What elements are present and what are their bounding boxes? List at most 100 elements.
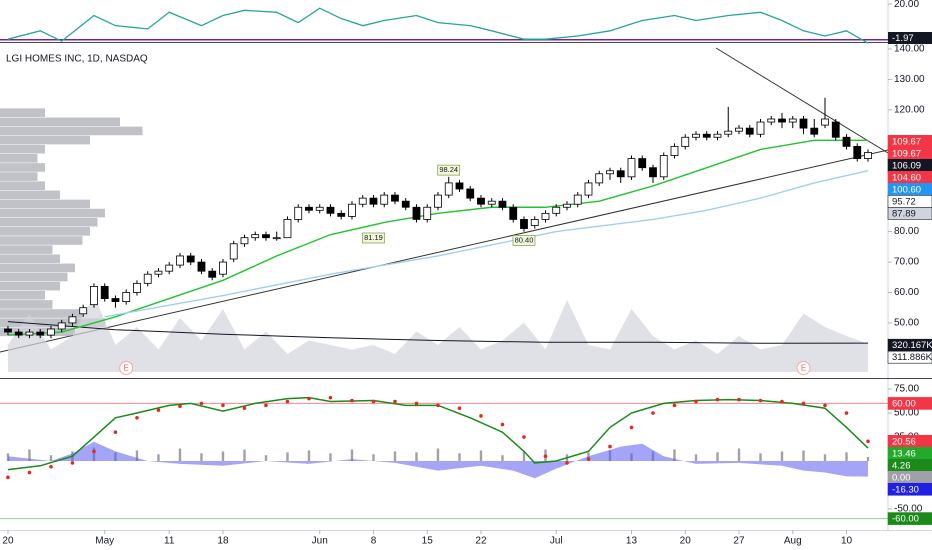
price-badge-label: 95.72 [892, 196, 916, 207]
price-badge-label: -16.30 [892, 484, 919, 495]
volume-profile-bar [0, 108, 45, 117]
signal-dot [565, 461, 569, 465]
volume-profile-bar [0, 309, 83, 318]
volume-profile-bar [0, 117, 120, 127]
candle-body [444, 182, 453, 196]
y-tick-label: 50.00 [894, 318, 919, 329]
price-badge-label: 104.60 [892, 172, 921, 183]
candle-body [90, 285, 98, 306]
volume-profile-bar [0, 318, 105, 327]
signal-dot [242, 406, 247, 411]
signal-dot [457, 406, 462, 411]
x-tick-label: 13 [626, 536, 638, 547]
candle-body [434, 194, 442, 208]
candle-body [466, 188, 475, 199]
volume-profile-bar [0, 172, 38, 181]
candle-body [294, 206, 303, 220]
x-tick-label: May [95, 536, 114, 547]
signal-dot [350, 398, 354, 403]
signal-dot [264, 403, 268, 408]
volume-profile-bar [0, 263, 75, 273]
signal-dot [135, 416, 139, 420]
volume-profile-bar [0, 281, 60, 291]
candle-body [821, 118, 829, 126]
volume-profile-bar [0, 245, 53, 254]
candle-body [778, 118, 786, 123]
moving-average [7, 139, 869, 336]
x-tick-label: 27 [733, 536, 745, 547]
earnings-marker [119, 361, 134, 375]
annotation-label: 98.24 [439, 165, 458, 174]
candle-body [423, 206, 432, 220]
signal-dot [49, 464, 53, 469]
histogram-bar [845, 452, 848, 461]
histogram-bar [479, 450, 483, 461]
annotation-label: 80.40 [515, 235, 534, 244]
annotation-box [362, 232, 385, 244]
histogram-bar [178, 448, 182, 461]
candle-body [272, 237, 281, 240]
y-tick-label: 70.00 [894, 257, 919, 268]
y-tick-label: 20.00 [894, 0, 919, 10]
candle-body [165, 264, 174, 272]
histogram-bar [157, 454, 160, 461]
candle-body [251, 234, 260, 239]
annotation-label: 81.19 [364, 233, 383, 242]
signal-dot [6, 475, 10, 480]
annotation-box [512, 235, 536, 246]
candle-body [487, 200, 496, 205]
candle-body [853, 145, 862, 159]
signal-dot [651, 411, 655, 415]
candle-body [391, 194, 399, 202]
histogram-bar [522, 451, 526, 461]
candle-body [47, 328, 55, 336]
candle-body [713, 133, 722, 138]
candle-body [606, 170, 614, 175]
candle-body [369, 197, 378, 205]
oscillator-line [7, 396, 869, 471]
candle-body [735, 127, 743, 132]
candle-body [616, 170, 625, 178]
signal-dot [199, 401, 204, 406]
candle-body [154, 270, 163, 275]
x-tick-label: 22 [475, 536, 487, 547]
volume-profile-bar [0, 163, 45, 172]
candle-body [573, 194, 582, 205]
annotation-box [437, 164, 461, 176]
y-tick-label: -50.00 [894, 504, 923, 515]
volume-ma-line [7, 321, 869, 344]
signal-dot [715, 397, 720, 402]
candle-body [57, 322, 66, 330]
candle-body [143, 273, 152, 284]
volume-profile-bar [0, 135, 90, 145]
moving-average [104, 170, 869, 318]
price-badge-label: 4.26 [892, 460, 911, 471]
volume-profile-bar [0, 217, 98, 227]
x-tick-label: Aug [784, 536, 802, 547]
histogram-bar [264, 455, 268, 461]
signal-dot [113, 430, 118, 435]
signal-dot [436, 403, 440, 408]
candle-body [638, 158, 647, 169]
y-tick-label: 130.00 [894, 74, 925, 85]
signal-dot [414, 401, 419, 406]
signal-dot [866, 439, 870, 444]
x-tick-label: 15 [422, 536, 434, 547]
candle-body [756, 121, 765, 135]
x-tick-label: Jun [312, 536, 328, 547]
x-tick-label: 11 [164, 536, 175, 547]
candle-body [649, 167, 657, 178]
candle-body [208, 270, 217, 278]
histogram-bar [135, 450, 139, 461]
oscillator-line [7, 7, 869, 44]
candle-body [229, 243, 238, 260]
signal-dot [393, 399, 397, 404]
candle-body [455, 182, 464, 190]
signal-dot [694, 399, 698, 404]
candle-body [659, 155, 668, 178]
signal-dot [27, 470, 32, 475]
price-badge-label: 0.00 [892, 472, 911, 483]
signal-dot [543, 454, 548, 458]
candle-body [380, 194, 389, 205]
histogram-bar [501, 455, 504, 461]
